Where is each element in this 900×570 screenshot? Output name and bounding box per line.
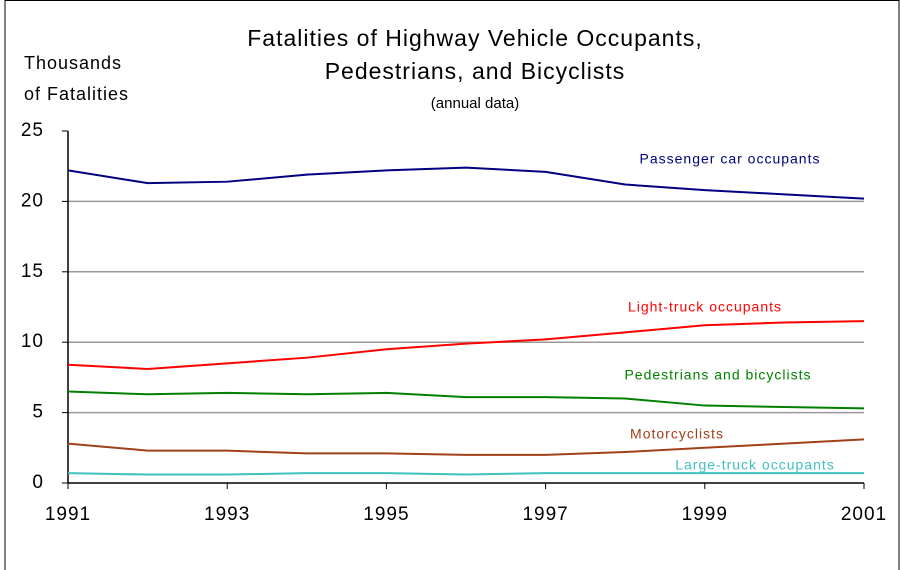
series-line — [67, 390, 865, 410]
series-label: Passenger car occupants — [640, 151, 821, 167]
y-tick-label: 25 — [21, 120, 44, 141]
series-line — [67, 166, 865, 200]
series-line — [67, 472, 864, 476]
chart-title: Fatalities of Highway Vehicle Occupants, — [247, 25, 702, 51]
series-label: Large-truck occupants — [675, 457, 835, 473]
series-label: Pedestrians and bicyclists — [624, 367, 811, 383]
y-axis-label: Thousands — [24, 53, 122, 73]
frame — [4, 0, 900, 570]
x-tick-label: 1999 — [682, 504, 728, 525]
series-line — [67, 320, 865, 370]
x-tick-label: 2001 — [841, 504, 887, 525]
chart-title: Pedestrians, and Bicyclists — [325, 58, 626, 84]
y-axis-label: of Fatalities — [24, 84, 129, 104]
x-tick-label: 1993 — [204, 504, 250, 525]
y-tick-label: 15 — [21, 261, 44, 282]
series-label: Light-truck occupants — [628, 299, 782, 315]
x-tick-label: 1991 — [45, 504, 91, 525]
y-tick-label: 5 — [32, 402, 44, 423]
x-tick-label: 1997 — [522, 504, 568, 525]
series-line — [67, 438, 865, 456]
x-tick-label: 1995 — [363, 504, 409, 525]
series-label: Motorcyclists — [630, 426, 724, 442]
chart-subtitle: (annual data) — [431, 95, 519, 112]
y-tick-label: 20 — [21, 190, 44, 211]
y-tick-label: 0 — [32, 472, 44, 493]
y-tick-label: 10 — [21, 331, 44, 352]
